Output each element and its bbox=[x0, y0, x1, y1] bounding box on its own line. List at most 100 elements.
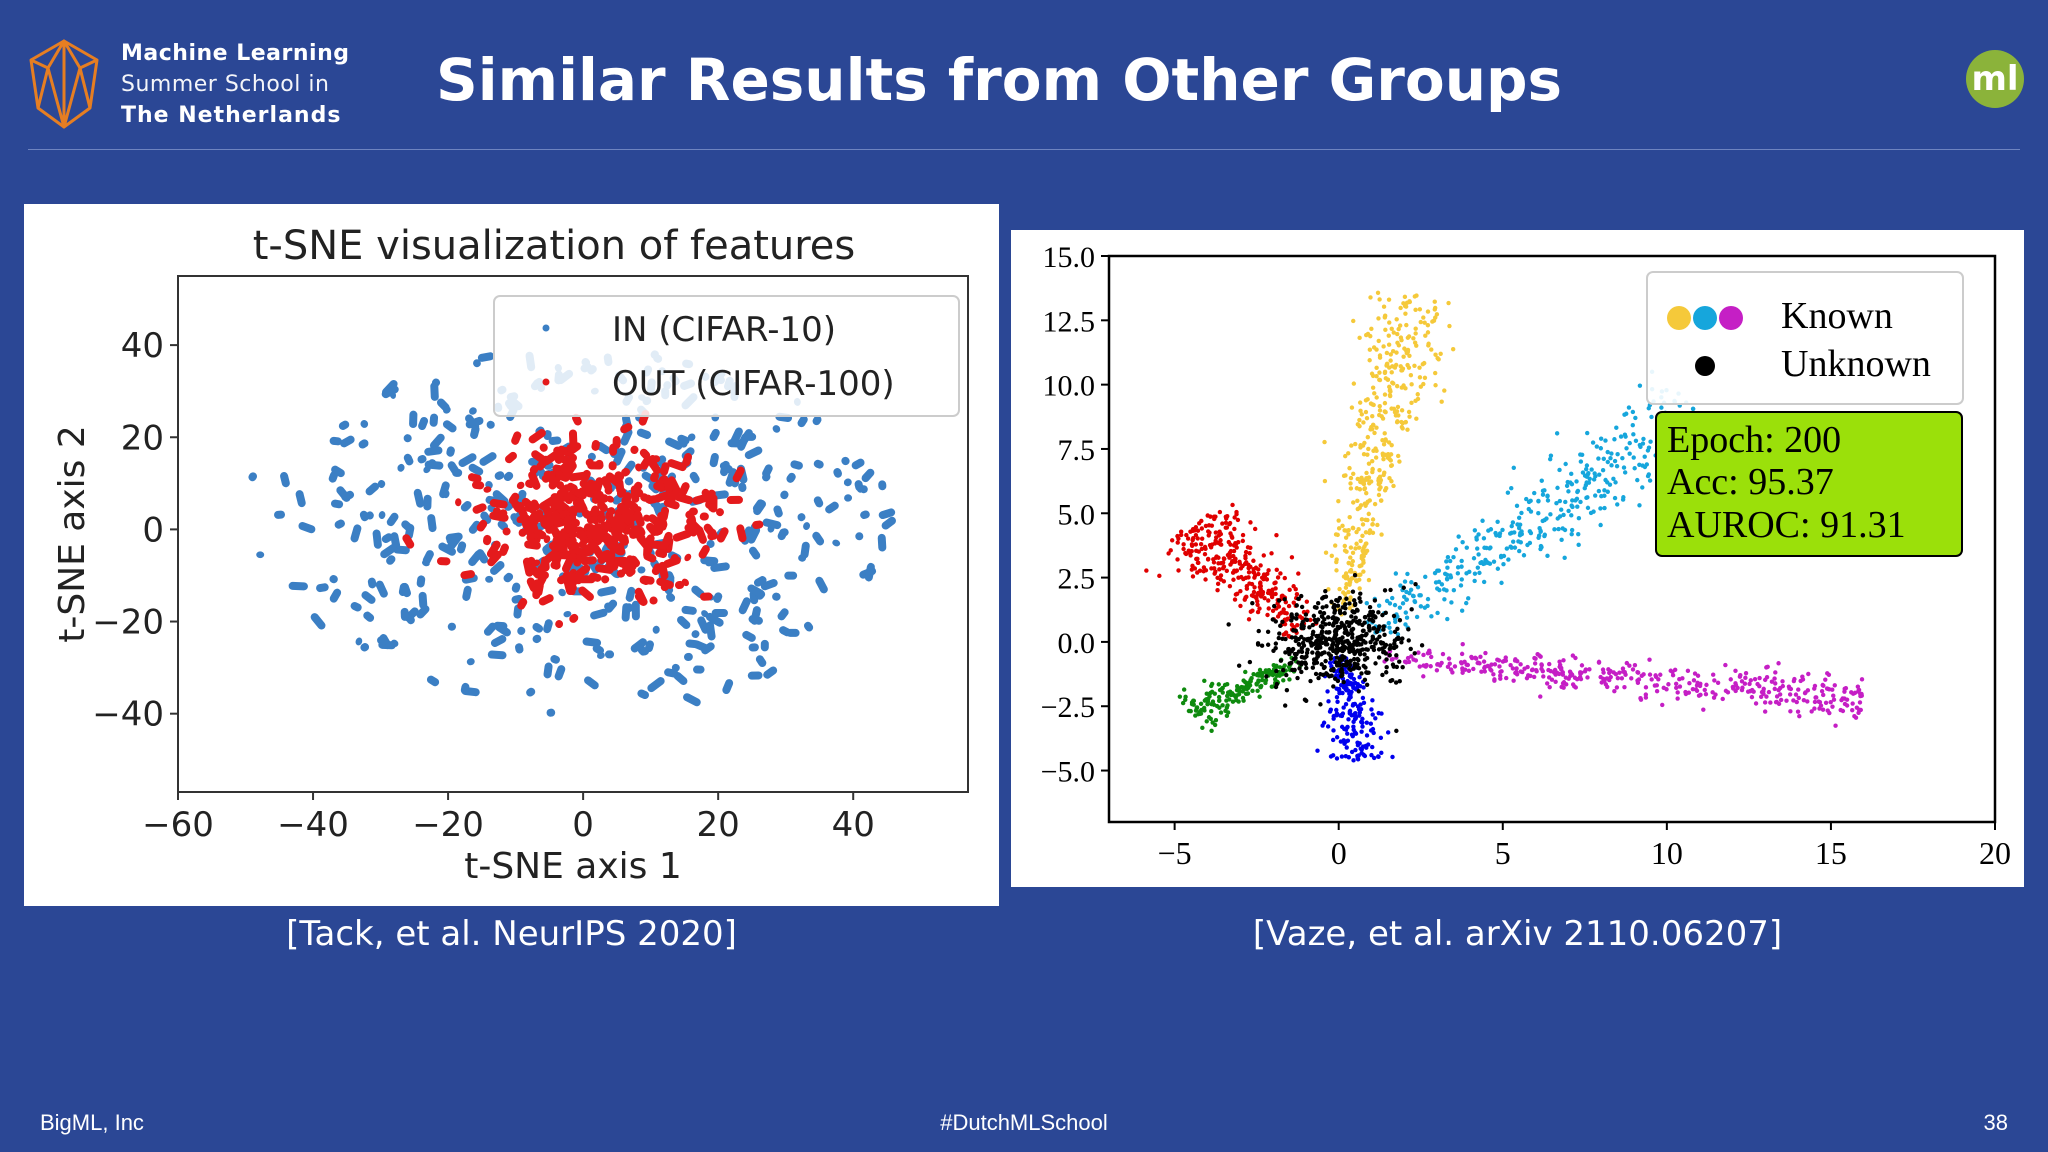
chart2-point bbox=[1380, 438, 1385, 443]
chart2-point bbox=[1517, 533, 1523, 538]
chart2-point bbox=[1525, 673, 1531, 678]
chart2-point bbox=[1382, 488, 1388, 493]
chart2-point bbox=[1348, 545, 1354, 550]
chart2-point bbox=[1392, 602, 1398, 608]
chart2-point bbox=[1566, 508, 1571, 514]
chart2-point bbox=[1439, 582, 1445, 587]
chart1-point bbox=[663, 498, 680, 510]
chart2-point bbox=[1216, 533, 1222, 538]
chart1-point bbox=[460, 500, 472, 512]
chart2-point bbox=[1415, 584, 1421, 590]
chart2-point bbox=[1258, 586, 1263, 592]
chart2-point bbox=[1542, 488, 1547, 493]
chart2-point bbox=[1410, 593, 1416, 598]
chart1-point bbox=[442, 420, 457, 433]
chart2-point bbox=[1328, 656, 1334, 661]
chart2-point bbox=[1396, 326, 1401, 332]
chart2-point bbox=[1621, 465, 1627, 470]
chart2-point bbox=[1553, 679, 1558, 684]
chart2-point bbox=[1757, 684, 1762, 689]
chart2-point bbox=[1508, 663, 1513, 668]
chart2-point bbox=[1507, 531, 1513, 536]
chart1-point bbox=[719, 461, 733, 474]
chart2-point bbox=[1323, 550, 1329, 555]
chart2-point bbox=[1218, 710, 1224, 715]
chart2-point bbox=[1394, 728, 1399, 734]
chart2-point bbox=[1311, 613, 1317, 619]
chart2-point bbox=[1579, 663, 1585, 668]
chart2-point bbox=[1372, 501, 1378, 507]
chart2-point bbox=[1613, 480, 1618, 485]
chart2-point bbox=[1355, 662, 1360, 667]
chart2-point bbox=[1231, 553, 1236, 559]
chart2-point bbox=[1510, 666, 1516, 671]
chart2-point bbox=[1838, 707, 1843, 713]
chart2-xtick-label: 0 bbox=[1331, 835, 1347, 871]
chart2-point bbox=[1654, 683, 1660, 688]
chart2-point bbox=[1311, 629, 1316, 635]
chart2-point bbox=[1357, 563, 1362, 569]
chart2-point bbox=[1369, 479, 1374, 484]
chart2-point bbox=[1690, 406, 1696, 411]
chart2-ytick-label: 0.0 bbox=[1058, 627, 1096, 660]
chart2-point bbox=[1416, 650, 1421, 655]
chart2-point bbox=[1619, 676, 1625, 681]
chart1-ylabel: t-SNE axis 2 bbox=[52, 425, 93, 643]
chart1-point bbox=[579, 479, 596, 495]
chart2-point bbox=[1314, 633, 1319, 639]
chart2-point bbox=[1397, 605, 1403, 610]
chart1-point bbox=[329, 436, 342, 446]
chart2-point bbox=[1266, 568, 1271, 573]
chart2-point bbox=[1369, 424, 1374, 430]
chart2-point bbox=[1352, 609, 1357, 615]
chart2-point bbox=[1649, 414, 1654, 420]
chart2-point bbox=[1299, 669, 1304, 675]
chart2-point bbox=[1318, 652, 1324, 657]
chart2-point bbox=[1387, 625, 1392, 630]
chart2-point bbox=[1258, 563, 1263, 568]
chart2-point bbox=[1647, 657, 1652, 662]
chart2-point bbox=[1557, 498, 1563, 504]
chart2-point bbox=[1383, 409, 1388, 415]
chart1-point bbox=[508, 492, 520, 505]
chart2-point bbox=[1578, 676, 1584, 682]
chart2-point bbox=[1382, 392, 1388, 397]
chart2-point bbox=[1556, 671, 1562, 677]
chart2-point bbox=[1355, 656, 1360, 662]
chart1-point bbox=[416, 605, 430, 619]
chart2-point bbox=[1303, 612, 1309, 617]
chart1-point bbox=[706, 621, 716, 641]
chart1-point bbox=[663, 556, 681, 568]
chart1-point bbox=[709, 452, 719, 468]
chart2-point bbox=[1413, 581, 1418, 587]
chart2-point bbox=[1379, 750, 1384, 756]
chart1-point bbox=[878, 480, 887, 491]
chart2-point bbox=[1391, 330, 1396, 335]
chart2-point bbox=[1820, 707, 1826, 712]
chart2-point bbox=[1329, 667, 1334, 673]
chart2-point bbox=[1394, 350, 1399, 355]
chart2-point bbox=[1209, 523, 1215, 528]
chart2-point bbox=[1492, 678, 1497, 683]
chart2-point bbox=[1422, 320, 1427, 325]
chart2-point bbox=[1675, 696, 1680, 701]
chart2-point bbox=[1319, 614, 1325, 619]
chart2-point bbox=[1622, 684, 1627, 690]
chart2-point bbox=[1181, 546, 1186, 552]
chart2-point bbox=[1510, 520, 1516, 525]
chart1-point bbox=[590, 608, 608, 620]
chart1-point bbox=[473, 359, 481, 368]
chart2-point bbox=[1265, 642, 1271, 647]
chart1-point bbox=[797, 415, 808, 428]
chart2-point bbox=[1377, 467, 1382, 473]
chart2-point bbox=[1276, 635, 1281, 641]
chart1-point bbox=[563, 610, 572, 618]
chart2-point bbox=[1389, 370, 1394, 375]
chart1-point bbox=[815, 576, 828, 594]
chart2-point bbox=[1471, 666, 1476, 672]
chart2-point bbox=[1389, 479, 1394, 484]
chart2-point bbox=[1294, 612, 1299, 617]
chart2-point bbox=[1421, 360, 1427, 366]
chart2-point bbox=[1537, 653, 1542, 658]
chart1-point bbox=[380, 544, 397, 559]
